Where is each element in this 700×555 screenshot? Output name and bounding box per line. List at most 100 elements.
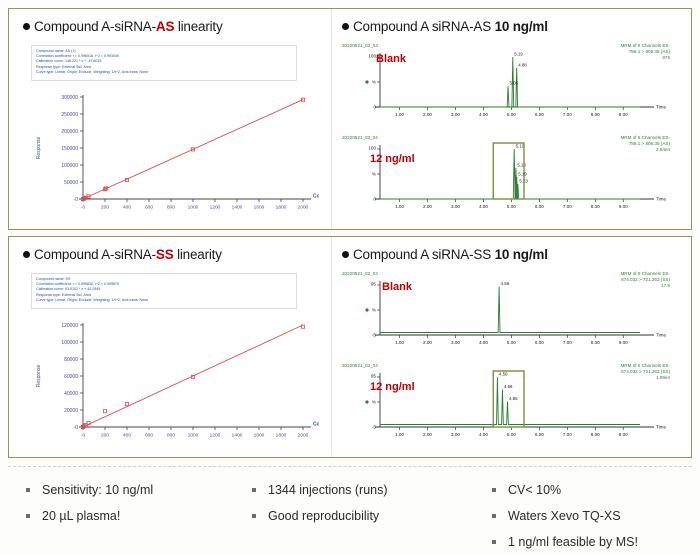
as-linearity-section: Compound A-siRNA-AS linearity Compound n… [9,9,331,229]
svg-text:674.032 > 721.263 (SS): 674.032 > 721.263 (SS) [621,369,670,374]
bullet-dot-icon [23,22,30,30]
svg-text:2.00: 2.00 [423,204,432,209]
heading-conc: 10 ng/ml [494,247,548,262]
svg-text:1800: 1800 [276,433,287,439]
panel-sirna-ss: Compound A-siRNA-SS linearity Compound n… [8,236,692,458]
heading-prefix: Compound A-siRNA- [34,247,156,262]
svg-text:674.032 > 721.263 (SS): 674.032 > 721.263 (SS) [621,277,670,282]
svg-text:1000: 1000 [188,433,199,439]
svg-text:Time: Time [656,333,666,338]
svg-text:150000: 150000 [61,146,78,152]
svg-text:Conc: Conc [313,422,319,428]
as-chrom-heading: Compound A siRNA-AS 10 ng/ml [342,19,548,34]
svg-text:8.00: 8.00 [591,340,600,345]
svg-text:2.00: 2.00 [423,112,432,117]
svg-text:2000: 2000 [298,433,309,439]
ss-linearity-heading: Compound A-siRNA-SS linearity [23,247,222,262]
svg-text:1000: 1000 [188,205,199,211]
heading-suffix: linearity [174,19,223,34]
svg-text:50000: 50000 [64,180,78,186]
svg-text:Time: Time [656,105,666,110]
svg-text:6.00: 6.00 [535,432,544,437]
svg-text:400: 400 [123,205,131,211]
list-item: 20 µL plasma! [22,503,242,529]
list-item: Waters Xevo TQ-XS [488,503,698,529]
svg-text:1.00: 1.00 [395,112,404,117]
svg-text:%: % [372,80,376,85]
svg-text:4.56: 4.56 [501,281,510,286]
as-blank-label: Blank [376,53,406,65]
svg-text:-0: -0 [74,197,79,203]
svg-text:20220521_03_04: 20220521_03_04 [342,135,378,140]
svg-text:250000: 250000 [61,112,78,118]
svg-text:1600: 1600 [254,205,265,211]
svg-text:95: 95 [371,282,377,287]
ss-blank-label: Blank [382,281,412,293]
svg-text:600: 600 [145,433,153,439]
svg-text:7.00: 7.00 [563,112,572,117]
as-chrom-blank: 20220521_03_03 MRM of 6 Channels ES-786.1… [342,43,671,117]
svg-text:7.00: 7.00 [563,432,572,437]
svg-text:6.00: 6.00 [535,340,544,345]
svg-text:Time: Time [656,425,666,430]
svg-text:-5: -5 [372,425,377,430]
svg-text:4.00: 4.00 [479,204,488,209]
svg-text:MRM of 6 Channels ES-: MRM of 6 Channels ES- [620,135,670,140]
svg-text:MRM of 6 Channels ES-: MRM of 6 Channels ES- [620,43,670,48]
svg-text:1400: 1400 [232,433,243,439]
svg-text:100: 100 [368,146,376,151]
heading-prefix: Compound A-siRNA- [34,19,156,34]
svg-text:100: 100 [368,54,376,59]
svg-text:0: 0 [373,197,376,202]
svg-text:5.19: 5.19 [514,52,523,57]
ss-chrom-blank: 20220521_03_03 MRM of 5 Channels ES-674.0… [342,271,670,345]
svg-text:4.00: 4.00 [479,340,488,345]
cal-curve: Calibration curve: 146.221 * x + -47.601… [36,59,102,64]
svg-text:300000: 300000 [61,95,78,101]
svg-text:5.19: 5.19 [518,172,527,177]
svg-text:%: % [372,172,376,177]
svg-text:100000: 100000 [61,163,78,169]
as-chrom-blank: 20220521_03_03 MRM of 6 Channels ES-786.1… [340,39,684,127]
svg-text:-0: -0 [74,425,79,431]
svg-text:7.00: 7.00 [563,340,572,345]
svg-text:8.00: 8.00 [591,112,600,117]
svg-text:1.09e4: 1.09e4 [656,375,670,380]
svg-text:5.00: 5.00 [507,340,516,345]
svg-text:600: 600 [145,205,153,211]
list-item: 1 ng/ml feasible by MS! [488,529,698,555]
bullet-dot-icon [23,250,30,258]
cal-curve: Calibration curve: 93.5102 * x + 42.2949 [36,287,101,292]
svg-text:95: 95 [371,374,377,379]
svg-text:2000: 2000 [298,205,309,211]
svg-text:875: 875 [662,55,670,60]
cal-compound-name: Compound name: SS [36,277,71,281]
heading-accent: SS [155,247,174,262]
heading-accent: AS [155,19,175,34]
svg-text:20220521_03_04: 20220521_03_04 [342,363,378,368]
svg-text:4.86: 4.86 [509,396,518,401]
svg-text:200000: 200000 [61,129,78,135]
svg-text:7.00: 7.00 [563,204,572,209]
svg-text:9.00: 9.00 [619,112,628,117]
svg-text:1400: 1400 [232,205,243,211]
svg-text:5.10: 5.10 [516,144,525,149]
ss-chromatogram-section: Compound A siRNA-SS 10 ng/ml 20220521_03… [331,237,691,457]
svg-text:2.54e4: 2.54e4 [656,147,670,152]
svg-text:%: % [372,400,376,405]
list-item: Sensitivity: 10 ng/ml [22,477,242,503]
svg-text:0: 0 [373,105,376,110]
as-calibration-info-box: Compound name: AS (1) Correlation coeffi… [31,45,297,81]
ss-12ngml-label: 12 ng/ml [370,381,415,393]
svg-text:1.00: 1.00 [395,340,404,345]
svg-text:120000: 120000 [61,323,78,329]
svg-text:9.00: 9.00 [619,340,628,345]
svg-text:4.68: 4.68 [504,384,513,389]
svg-text:5.05: 5.05 [510,81,519,86]
svg-text:786.1 > 805.35 (AS): 786.1 > 805.35 (AS) [629,49,671,54]
ss-chrom-12: 20220521_03_04 MRM of 5 Channels ES-674.0… [342,363,670,437]
list-item: Good reproducibility [248,503,478,529]
heading-conc: 10 ng/ml [494,19,548,34]
svg-text:2.00: 2.00 [423,432,432,437]
